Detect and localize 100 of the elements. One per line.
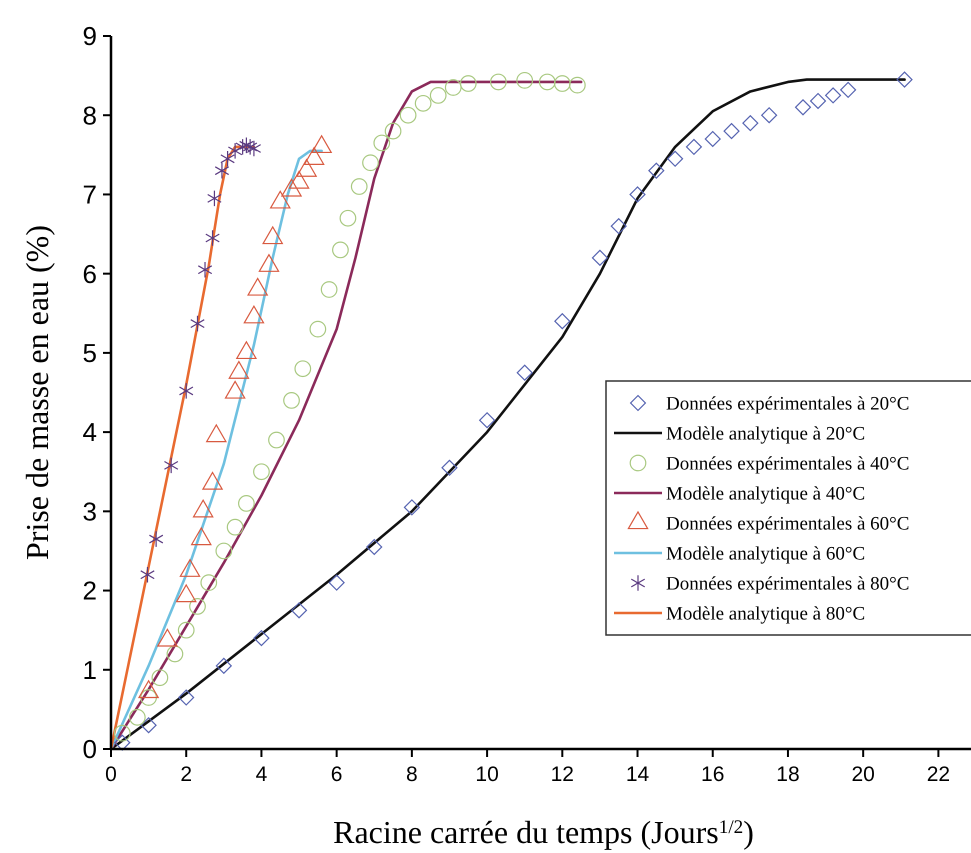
point xyxy=(538,74,556,90)
point xyxy=(350,178,368,195)
point xyxy=(366,538,382,555)
point xyxy=(554,313,570,330)
point xyxy=(373,134,390,152)
y-tick-label: 1 xyxy=(82,654,97,685)
point xyxy=(630,186,646,202)
point xyxy=(148,530,164,548)
point xyxy=(246,140,262,157)
point xyxy=(198,261,212,278)
y-tick-label: 7 xyxy=(82,180,97,210)
x-tick-label: 10 xyxy=(475,763,499,786)
point xyxy=(479,412,496,428)
point xyxy=(178,689,194,706)
point xyxy=(667,150,684,167)
point xyxy=(239,136,254,154)
point xyxy=(362,154,379,172)
point xyxy=(610,218,627,234)
point xyxy=(554,75,571,92)
x-tick-label: 8 xyxy=(406,763,418,786)
point xyxy=(328,574,345,591)
point xyxy=(114,734,130,751)
x-tick-label: 2 xyxy=(180,763,192,786)
x-tick-label: 22 xyxy=(926,763,950,786)
point xyxy=(430,87,447,104)
point xyxy=(128,708,146,726)
legend-label: Modèle analytique à 60°C xyxy=(666,544,866,565)
point xyxy=(441,460,458,476)
point xyxy=(114,724,131,742)
legend-label: Données expérimentales à 40°C xyxy=(666,454,910,475)
point xyxy=(216,658,232,674)
point xyxy=(340,210,356,227)
point xyxy=(253,463,270,480)
point xyxy=(309,320,326,338)
point xyxy=(140,566,155,584)
point xyxy=(384,122,402,140)
point xyxy=(592,250,608,266)
point xyxy=(228,142,242,160)
y-tick-label: 6 xyxy=(82,258,97,289)
point xyxy=(761,107,778,124)
point xyxy=(704,130,721,148)
point xyxy=(178,622,195,639)
y-tick-label: 4 xyxy=(82,417,97,448)
x-tick-label: 0 xyxy=(105,763,117,786)
point xyxy=(207,190,222,207)
point xyxy=(253,630,270,646)
point xyxy=(164,457,178,474)
legend-label: Données expérimentales à 20°C xyxy=(666,394,910,415)
y-tick-label: 5 xyxy=(82,338,97,368)
point xyxy=(152,669,168,686)
point xyxy=(140,717,157,734)
point xyxy=(189,598,206,615)
y-tick-label: 2 xyxy=(82,576,97,606)
y-tick-label: 0 xyxy=(82,734,97,764)
point xyxy=(516,72,534,89)
point xyxy=(205,230,220,246)
point xyxy=(444,79,462,96)
point xyxy=(568,76,586,94)
point xyxy=(320,281,338,298)
point xyxy=(268,432,285,448)
x-tick-label: 16 xyxy=(701,763,724,786)
x-tick-label: 20 xyxy=(851,763,875,786)
x-axis-title: Racine carrée du temps (Jours$^{1/2}$) xyxy=(333,814,754,850)
x-tick-label: 12 xyxy=(550,763,574,786)
point xyxy=(414,94,432,112)
x-tick-label: 6 xyxy=(330,763,342,786)
point xyxy=(226,518,244,536)
point xyxy=(332,242,349,258)
point xyxy=(810,92,826,109)
point xyxy=(794,99,812,116)
point xyxy=(724,123,740,140)
legend-label: Modèle analytique à 80°C xyxy=(666,604,866,625)
point xyxy=(516,364,533,381)
point xyxy=(291,602,308,618)
point xyxy=(840,82,856,98)
point xyxy=(166,646,184,662)
point xyxy=(190,315,205,332)
point xyxy=(686,138,702,155)
point xyxy=(742,115,758,132)
point xyxy=(460,75,477,92)
point xyxy=(294,360,312,378)
legend-label: Modèle analytique à 20°C xyxy=(666,424,866,445)
point xyxy=(825,87,842,104)
y-tick-label: 9 xyxy=(82,21,97,52)
point xyxy=(648,162,664,179)
point xyxy=(400,106,416,124)
legend-label: Données expérimentales à 80°C xyxy=(666,574,910,595)
x-tick-label: 4 xyxy=(256,763,268,786)
x-tick-label: 14 xyxy=(626,763,650,786)
point xyxy=(896,72,913,88)
point xyxy=(238,495,255,512)
point xyxy=(178,382,194,400)
point xyxy=(283,392,300,409)
legend-label: Données expérimentales à 60°C xyxy=(666,514,910,535)
point xyxy=(242,138,258,156)
y-axis-title: Prise de masse en eau (%) xyxy=(19,225,55,560)
point xyxy=(490,74,507,90)
point xyxy=(235,138,250,156)
y-tick-label: 8 xyxy=(82,100,97,130)
point xyxy=(215,542,232,560)
